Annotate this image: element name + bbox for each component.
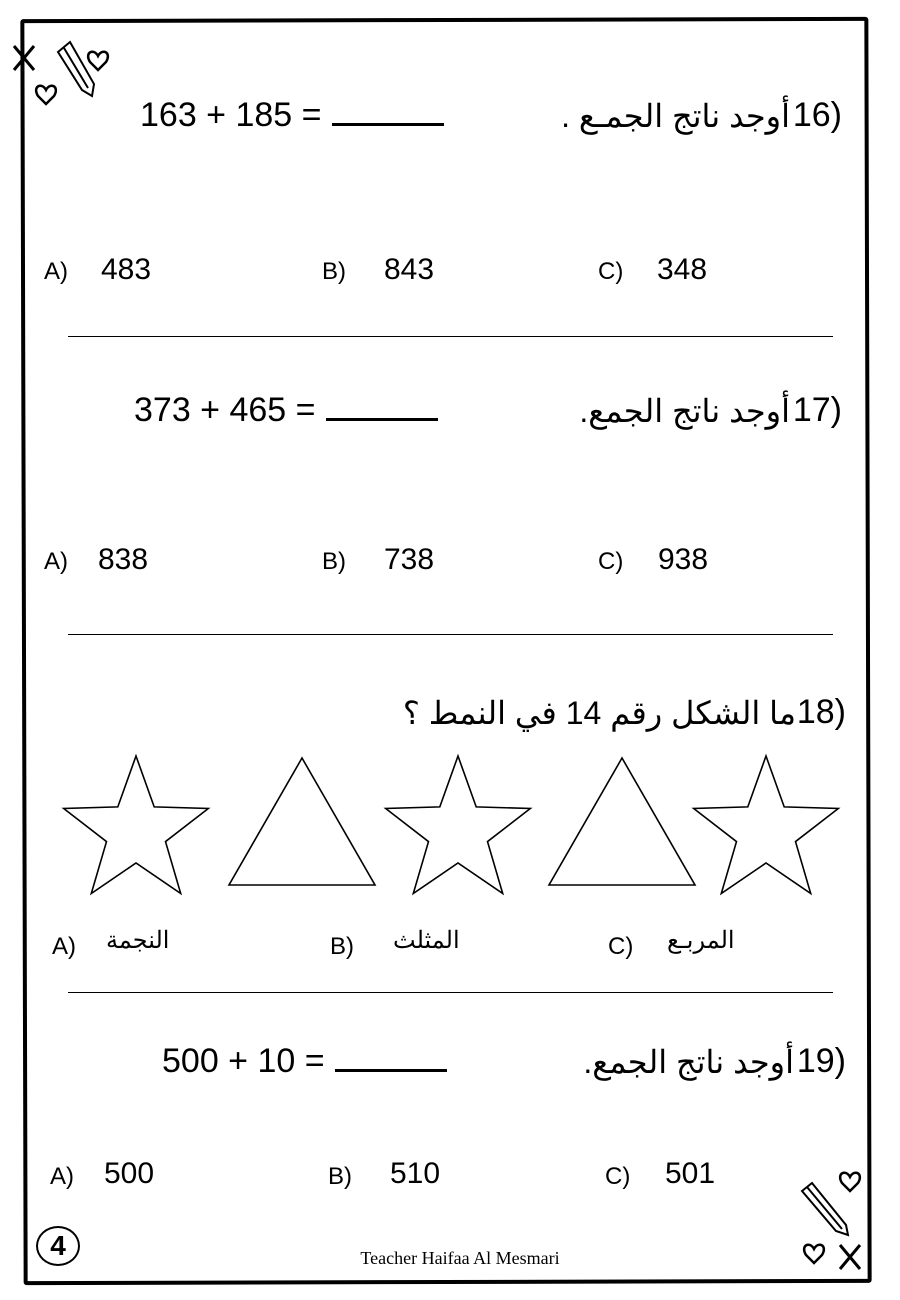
pencil-icon [800,1181,850,1237]
equation-text: 373 + 465 = [134,391,316,429]
heart-icon [838,1171,862,1193]
star-shape [61,753,211,896]
equation: 163 + 185 = [140,96,444,135]
option-c-label[interactable]: C) [598,548,624,575]
option-b-value[interactable]: 510 [390,1157,441,1190]
equation: 500 + 10 = [162,1042,447,1081]
question-number: 19) [796,1042,846,1080]
heart-icon [34,84,58,106]
equation-text: 163 + 185 = [140,96,322,134]
option-b-label[interactable]: B) [322,258,346,285]
option-b-value[interactable]: 843 [384,253,435,286]
question-text: أوجد ناتج الجمع. [583,1044,794,1080]
option-a-label[interactable]: A) [50,1163,74,1190]
answer-blank[interactable] [325,392,438,421]
footer-author: Teacher Haifaa Al Mesmari [360,1248,560,1268]
question-number: 16) [792,96,842,134]
option-c-label[interactable]: C) [605,1163,631,1190]
option-b-value[interactable]: المثلث [393,927,460,954]
option-a-label[interactable]: A) [52,933,76,960]
option-c-label[interactable]: C) [598,258,624,285]
answer-blank[interactable] [334,1043,447,1072]
question-number: 18) [796,693,846,731]
option-b-label[interactable]: B) [328,1163,352,1190]
option-c-value[interactable]: 938 [658,543,709,576]
option-c-value[interactable]: المربـع [667,927,735,954]
decoration-top-left [12,40,110,106]
question-text: ما الشكل رقم 14 في النمط ؟ [402,695,796,731]
divider [68,634,833,635]
question-number: 17) [792,391,842,429]
option-b-label[interactable]: B) [330,933,354,960]
page-number: 4 [36,1226,80,1266]
divider [68,992,833,993]
x-icon [838,1244,862,1270]
triangle-shape [227,756,377,886]
heart-icon [86,50,110,72]
option-a-value[interactable]: النجمة [106,927,170,954]
equation-text: 500 + 10 = [162,1042,325,1080]
star-shape [383,753,533,896]
option-b-value[interactable]: 738 [384,543,435,576]
option-c-value[interactable]: 501 [665,1157,716,1190]
decoration-bottom-right [800,1171,862,1270]
option-a-value[interactable]: 483 [101,253,152,286]
triangle-shape [547,756,697,886]
heart-icon [802,1243,826,1265]
option-b-label[interactable]: B) [322,548,346,575]
option-c-label[interactable]: C) [608,933,634,960]
option-a-value[interactable]: 838 [98,543,149,576]
x-icon [12,45,36,71]
shape-pattern [61,753,841,896]
star-shape [691,753,841,896]
question-text: أوجد ناتج الجمع. [579,393,790,429]
divider [68,336,833,337]
option-a-label[interactable]: A) [44,258,68,285]
pencil-icon [56,40,96,98]
page-border [20,16,872,1286]
question-text: أوجد ناتج الجمـع . [561,98,790,134]
answer-blank[interactable] [331,97,444,126]
equation: 373 + 465 = [134,391,438,430]
option-a-value[interactable]: 500 [104,1157,155,1190]
option-c-value[interactable]: 348 [657,253,708,286]
option-a-label[interactable]: A) [44,548,68,575]
